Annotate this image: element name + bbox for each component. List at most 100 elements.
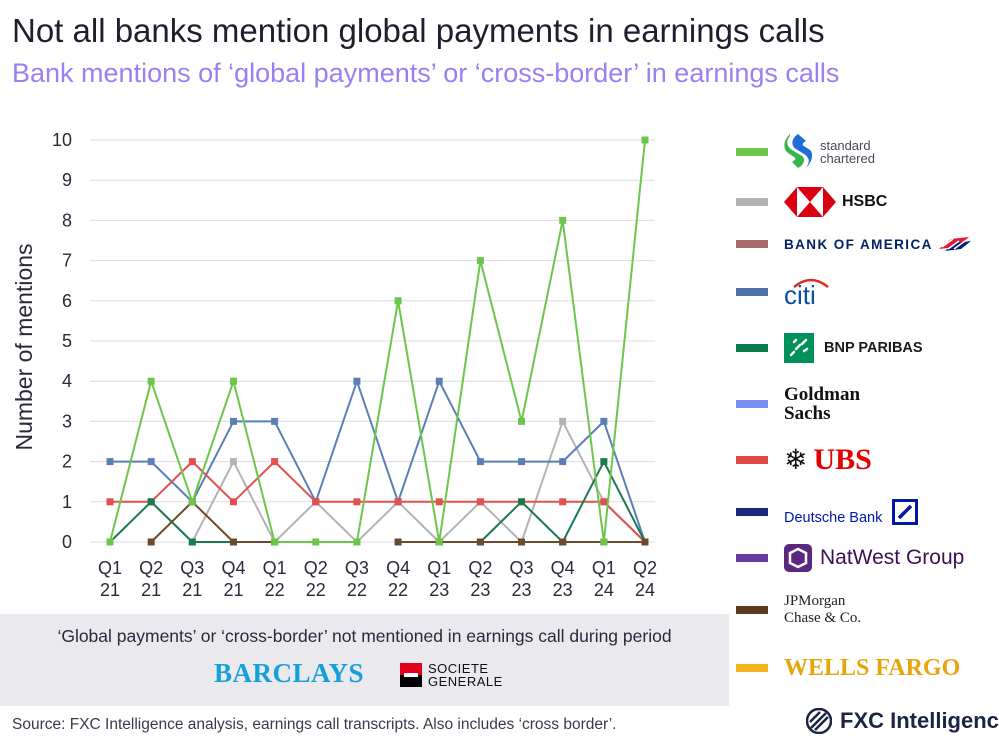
data-point	[147, 538, 155, 546]
data-point	[312, 538, 320, 546]
ubs-keys-icon: ❄	[784, 444, 808, 475]
legend-swatch	[736, 288, 768, 296]
legend-item-hsbc: HSBC	[736, 180, 996, 224]
y-tick-7: 7	[62, 251, 72, 271]
standard-chartered-icon	[784, 134, 812, 168]
data-point	[518, 538, 526, 546]
data-point	[641, 538, 649, 546]
x-tick-6: Q3 22	[345, 558, 369, 600]
data-point	[147, 377, 155, 385]
legend-swatch	[736, 508, 768, 516]
data-point	[476, 257, 484, 265]
chart-subtitle: Bank mentions of ‘global payments’ or ‘c…	[12, 58, 840, 88]
data-point	[518, 458, 526, 466]
y-tick-3: 3	[62, 411, 72, 431]
jpmorgan-wordmark-1: JPMorgan	[784, 593, 846, 609]
ubs-logo: ❄ UBS	[784, 438, 872, 482]
societe-generale-wordmark-2: GENERALE	[428, 674, 503, 689]
data-point	[435, 498, 443, 506]
data-point	[147, 458, 155, 466]
y-tick-9: 9	[62, 170, 72, 190]
series-line	[109, 139, 646, 543]
data-point	[188, 458, 196, 466]
data-point	[229, 458, 237, 466]
data-point	[271, 458, 279, 466]
x-tick-2: Q3 21	[180, 558, 204, 600]
deutsche-bank-wordmark: Deutsche Bank	[784, 510, 883, 526]
standard-chartered-wordmark-1: standard	[820, 138, 871, 153]
legend-item-citi: citi	[736, 270, 996, 314]
x-tick-10: Q3 23	[510, 558, 534, 600]
data-point	[476, 538, 484, 546]
data-point	[271, 538, 279, 546]
standard-chartered-wordmark-2: chartered	[820, 151, 875, 166]
x-tick-3: Q4 21	[221, 558, 245, 600]
goldman-sachs-wordmark-2: Sachs	[784, 403, 831, 424]
data-point	[600, 538, 608, 546]
chart-title: Not all banks mention global payments in…	[12, 12, 825, 49]
y-tick-0: 0	[62, 532, 72, 552]
data-point	[518, 498, 526, 506]
citi-logo: citi	[784, 270, 829, 314]
data-point	[559, 538, 567, 546]
data-point	[641, 136, 649, 144]
deutsche-bank-logo: Deutsche Bank	[784, 490, 919, 534]
x-tick-0: Q1 21	[98, 558, 122, 600]
x-tick-12: Q1 24	[592, 558, 616, 600]
x-tick-1: Q2 21	[139, 558, 163, 600]
series-line	[110, 460, 646, 543]
fxc-logo-icon	[806, 708, 832, 734]
legend-item-ubs: ❄ UBS	[736, 438, 996, 482]
y-tick-10: 10	[52, 130, 72, 150]
not-mentioned-text: ‘Global payments’ or ‘cross-border’ not …	[57, 626, 672, 646]
x-tick-labels: Q1 21 Q2 21 Q3 21 Q4 21 Q1 22 Q2 22 Q3 22 Q4 22 Q1 23 Q2 23…	[98, 558, 657, 600]
data-point	[229, 498, 237, 506]
data-point	[353, 377, 361, 385]
legend-swatch	[736, 400, 768, 408]
citi-wordmark: citi	[784, 279, 816, 310]
legend-item-wells-fargo: WELLS FARGO	[736, 646, 996, 690]
jpmorgan-logo: JPMorgan Chase & Co.	[784, 588, 861, 632]
y-tick-1: 1	[62, 492, 72, 512]
data-point	[229, 538, 237, 546]
legend-swatch	[736, 344, 768, 352]
legend-item-natwest-group: NatWest Group	[736, 536, 996, 580]
societe-generale-wordmark-1: SOCIETE	[428, 661, 489, 676]
data-point	[106, 458, 114, 466]
bnp-paribas-logo: BNP PARIBAS	[784, 326, 923, 370]
data-point	[600, 458, 608, 466]
goldman-sachs-logo: Goldman Sachs	[784, 382, 860, 426]
x-tick-8: Q1 23	[427, 558, 451, 600]
standard-chartered-logo: standard chartered	[784, 130, 875, 174]
data-point	[106, 538, 114, 546]
series-hsbc	[147, 417, 649, 546]
bnp-paribas-wordmark: BNP PARIBAS	[824, 340, 923, 356]
line-chart: 0 1 2 3 4 5 6 7 8 9 10 Q1 21 Q2 21 Q3 21 Q4 21 Q1 22 Q2 22 Q3 2…	[11, 130, 657, 600]
bnp-paribas-icon	[784, 333, 814, 363]
legend-item-bnp-paribas: BNP PARIBAS	[736, 326, 996, 370]
legend-swatch	[736, 664, 768, 672]
hsbc-wordmark: HSBC	[842, 193, 888, 210]
legend-item-deutsche-bank: Deutsche Bank	[736, 490, 996, 534]
data-point	[353, 498, 361, 506]
series-line	[110, 380, 646, 543]
bank-of-america-logo: BANK OF AMERICA	[784, 222, 973, 266]
wells-fargo-wordmark: WELLS FARGO	[784, 654, 961, 681]
legend-item-goldman-sachs: Goldman Sachs	[736, 382, 996, 426]
legend-swatch	[736, 148, 768, 156]
x-tick-7: Q4 22	[386, 558, 410, 600]
gridlines	[90, 139, 655, 543]
legend-swatch	[736, 198, 768, 206]
data-point	[188, 538, 196, 546]
fxc-brand-name: FXC Intelligence	[840, 708, 999, 733]
data-point	[188, 498, 196, 506]
data-point	[229, 417, 237, 425]
data-point	[435, 538, 443, 546]
x-tick-4: Q1 22	[263, 558, 287, 600]
x-tick-5: Q2 22	[304, 558, 328, 600]
data-point	[394, 498, 402, 506]
series-line	[150, 500, 275, 543]
natwest-group-logo: NatWest Group	[784, 536, 964, 580]
data-point	[106, 498, 114, 506]
y-tick-8: 8	[62, 210, 72, 230]
